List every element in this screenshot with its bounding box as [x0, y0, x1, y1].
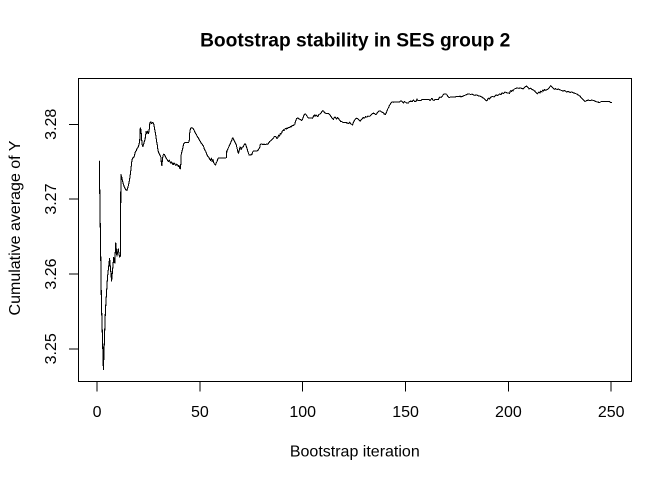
svg-text:3.27: 3.27 — [43, 183, 60, 214]
svg-text:3.26: 3.26 — [43, 258, 60, 289]
svg-text:0: 0 — [93, 404, 102, 421]
svg-text:Bootstrap stability in SES gro: Bootstrap stability in SES group 2 — [200, 31, 510, 52]
svg-text:3.25: 3.25 — [43, 333, 60, 364]
svg-text:250: 250 — [598, 404, 625, 421]
svg-text:100: 100 — [289, 404, 316, 421]
svg-text:3.28: 3.28 — [43, 109, 60, 140]
svg-text:Cumulative average of Y: Cumulative average of Y — [7, 140, 24, 315]
svg-text:50: 50 — [191, 404, 209, 421]
svg-text:200: 200 — [495, 404, 522, 421]
svg-text:150: 150 — [392, 404, 419, 421]
svg-text:Bootstrap iteration: Bootstrap iteration — [290, 443, 420, 460]
